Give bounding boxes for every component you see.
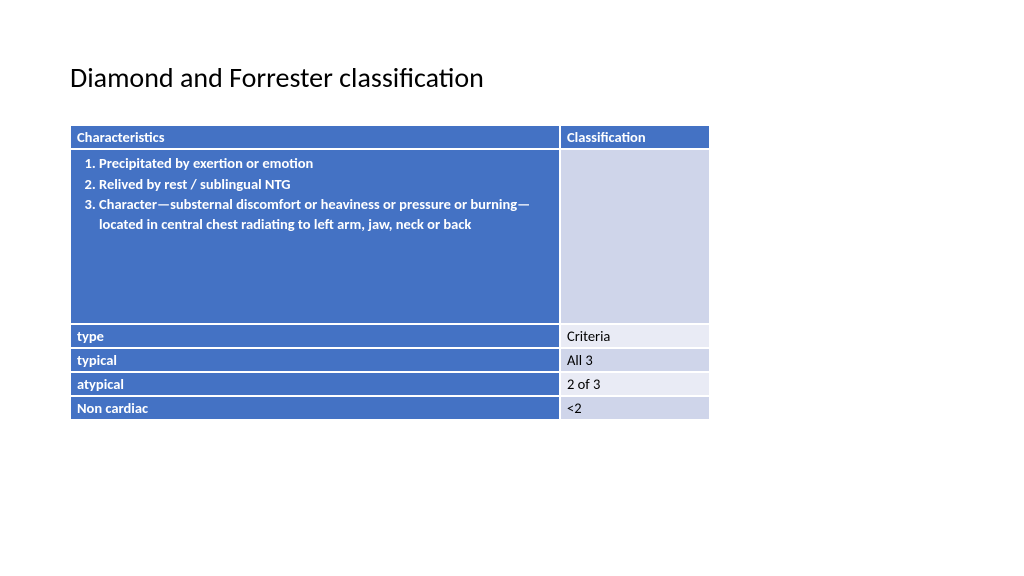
char-item-1: Precipitated by exertion or emotion (99, 154, 553, 174)
classification-empty-cell (560, 149, 710, 324)
type-label: type (70, 324, 560, 348)
classification-table: Characteristics Classification Precipita… (70, 125, 710, 420)
typical-label: typical (70, 348, 560, 372)
table-row: type Criteria (70, 324, 710, 348)
char-item-2: Relived by rest / sublingual NTG (99, 175, 553, 195)
noncardiac-value: <2 (560, 396, 710, 420)
table-row: atypical 2 of 3 (70, 372, 710, 396)
characteristics-cell: Precipitated by exertion or emotion Reli… (70, 149, 560, 324)
atypical-label: atypical (70, 372, 560, 396)
type-value: Criteria (560, 324, 710, 348)
table-row: Non cardiac <2 (70, 396, 710, 420)
atypical-value: 2 of 3 (560, 372, 710, 396)
characteristics-row: Precipitated by exertion or emotion Reli… (70, 149, 710, 324)
header-classification: Classification (560, 125, 710, 149)
char-item-3: Character—substernal discomfort or heavi… (99, 195, 553, 234)
page-title: Diamond and Forrester classification (70, 60, 954, 95)
table-header-row: Characteristics Classification (70, 125, 710, 149)
characteristics-list: Precipitated by exertion or emotion Reli… (77, 154, 553, 234)
typical-value: All 3 (560, 348, 710, 372)
table-row: typical All 3 (70, 348, 710, 372)
header-characteristics: Characteristics (70, 125, 560, 149)
noncardiac-label: Non cardiac (70, 396, 560, 420)
